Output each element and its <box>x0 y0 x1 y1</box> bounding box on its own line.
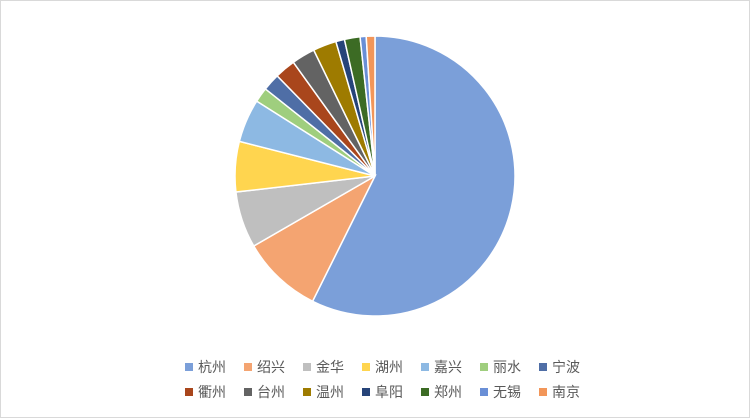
legend-swatch <box>303 388 311 396</box>
legend-swatch <box>480 388 488 396</box>
legend-label: 丽水 <box>493 360 521 376</box>
legend-swatch <box>185 388 193 396</box>
legend-swatch <box>244 363 252 371</box>
legend-swatch <box>362 388 370 396</box>
legend-label: 杭州 <box>198 360 226 376</box>
legend-label: 阜阳 <box>375 384 403 401</box>
legend-swatch <box>539 363 547 371</box>
legend-swatch <box>539 388 547 396</box>
legend-label: 湖州 <box>375 360 403 376</box>
legend-swatch <box>303 363 311 371</box>
legend-swatch <box>362 363 370 371</box>
legend-label: 金华 <box>316 360 344 376</box>
legend-label: 宁波 <box>552 359 580 376</box>
legend-label: 台州 <box>257 385 285 401</box>
legend-label: 南京 <box>552 385 580 401</box>
legend-swatch <box>480 363 488 371</box>
legend-label: 绍兴 <box>257 360 285 376</box>
pie-slice <box>311 35 516 317</box>
legend-swatch <box>421 363 429 371</box>
pie-slice <box>365 35 376 177</box>
legend-label: 无锡 <box>493 385 521 401</box>
legend-label: 郑州 <box>434 385 462 401</box>
legend-swatch <box>421 388 429 396</box>
legend-label: 衢州 <box>198 384 226 401</box>
legend-swatch <box>244 388 252 396</box>
pie-slice <box>252 174 377 303</box>
legend-label: 嘉兴 <box>434 360 462 376</box>
legend-swatch <box>185 363 193 371</box>
legend-label: 温州 <box>316 385 344 401</box>
